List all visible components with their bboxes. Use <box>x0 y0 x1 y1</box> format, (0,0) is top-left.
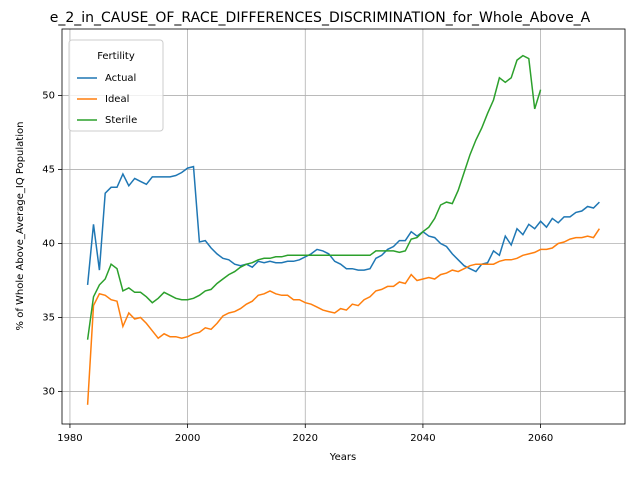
line-series <box>86 228 601 405</box>
x-tick-label: 2060 <box>528 433 553 444</box>
chart-title: e_2_in_CAUSE_OF_RACE_DIFFERENCES_DISCRIM… <box>50 10 591 26</box>
x-tick-label: 2020 <box>293 433 318 444</box>
legend-box <box>68 39 164 132</box>
x-tick-label: 1980 <box>57 433 82 444</box>
legend-title: Fertility <box>97 51 135 62</box>
legend-label: Ideal <box>105 94 129 105</box>
plot-frame <box>61 28 626 425</box>
x-axis-label: Years <box>329 452 356 463</box>
y-tick-label: 40 <box>42 239 55 250</box>
legend-label: Sterile <box>105 115 137 126</box>
y-tick-label: 35 <box>42 312 55 323</box>
x-tick-label: 2040 <box>410 433 435 444</box>
x-tick-label: 2000 <box>175 433 200 444</box>
line-series <box>86 54 542 340</box>
legend-label: Actual <box>105 73 136 84</box>
y-tick-label: 30 <box>42 386 55 397</box>
y-tick-label: 45 <box>42 165 55 176</box>
y-tick-label: 50 <box>42 91 55 102</box>
line-series <box>86 165 600 285</box>
y-axis-label: % of Whole Above_Average_IQ Population <box>15 122 26 331</box>
